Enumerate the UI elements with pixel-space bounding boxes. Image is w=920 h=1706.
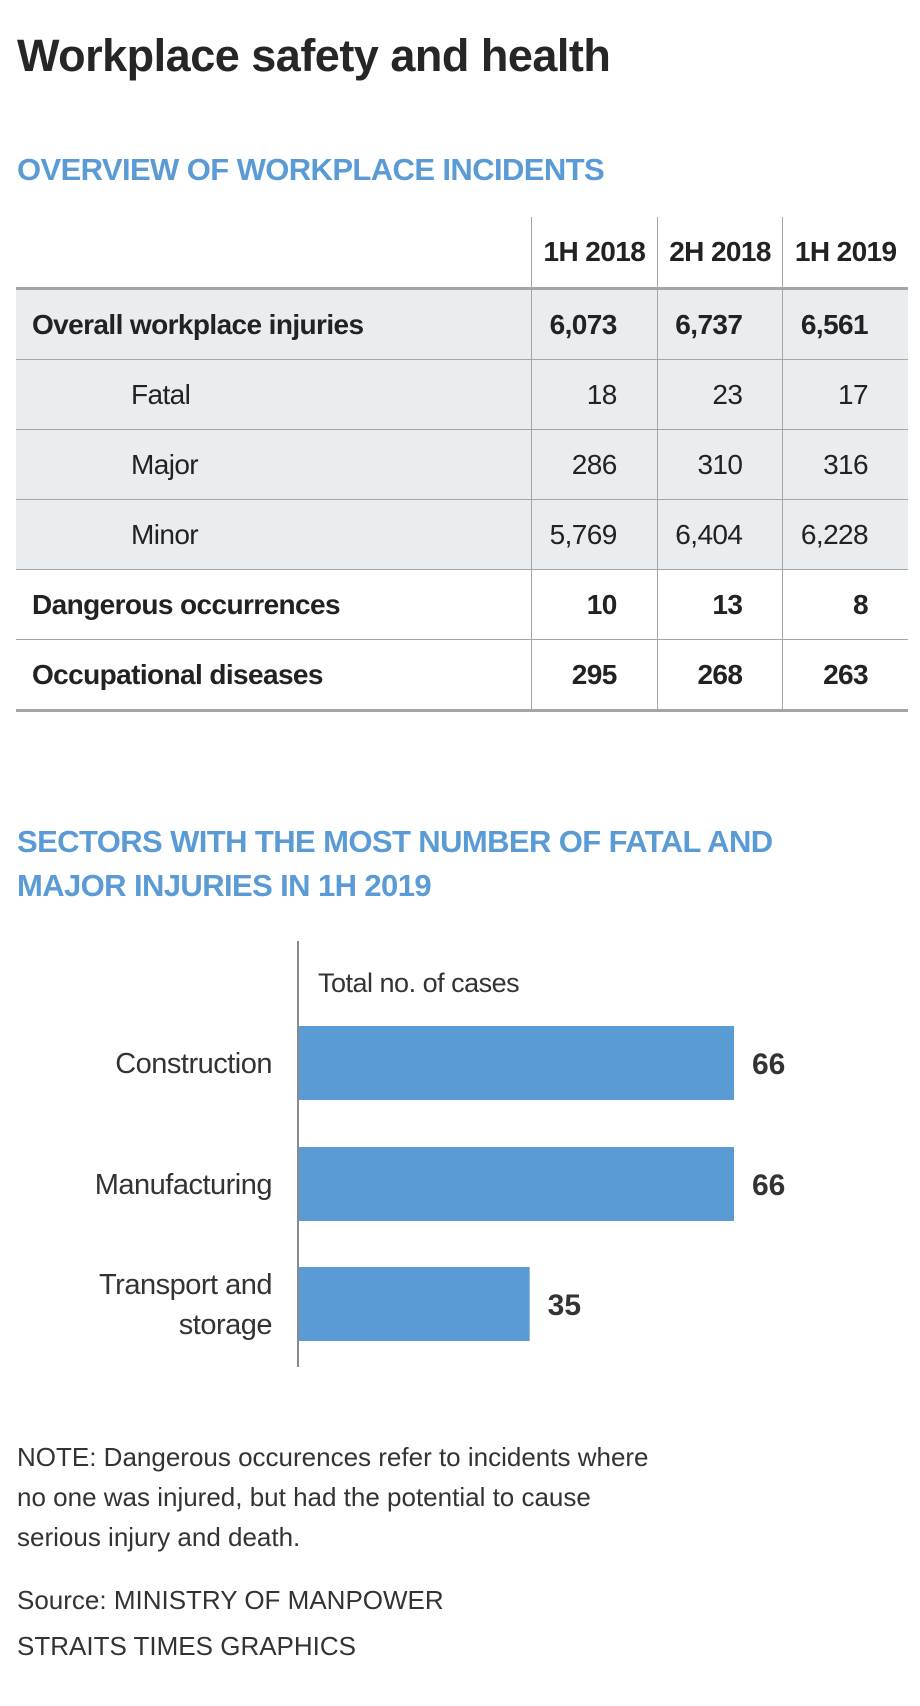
table-heading: OVERVIEW OF WORKPLACE INCIDENTS xyxy=(17,152,605,187)
data-label: 66 xyxy=(752,1169,785,1202)
table-row: Occupational diseases 295 268 263 xyxy=(16,639,908,712)
row-label: Minor xyxy=(16,499,532,570)
note-line: no one was injured, but had the potentia… xyxy=(17,1482,591,1512)
cell-value: 6,073 xyxy=(531,288,658,360)
cell-value: 23 xyxy=(656,359,783,430)
cell-value: 10 xyxy=(531,569,658,640)
column-header: 1H 2018 xyxy=(531,217,658,290)
table-row: Overall workplace injuries 6,073 6,737 6,56… xyxy=(16,288,908,360)
data-label: 35 xyxy=(548,1289,581,1322)
cell-value: 268 xyxy=(656,639,783,712)
row-label: Occupational diseases xyxy=(16,639,532,712)
column-header: 2H 2018 xyxy=(656,217,783,290)
table-row: Fatal 18 23 17 xyxy=(16,359,908,430)
axis-label: Total no. of cases xyxy=(318,968,519,998)
column-header: 1H 2019 xyxy=(782,217,908,290)
bar xyxy=(299,1267,530,1341)
note: NOTE: Dangerous occurences refer to inci… xyxy=(17,1437,649,1557)
cell-value: 316 xyxy=(782,429,908,500)
table-row: Dangerous occurrences 10 13 8 xyxy=(16,569,908,640)
cell-value: 263 xyxy=(782,639,908,712)
row-label: Fatal xyxy=(16,359,532,430)
row-label: Dangerous occurrences xyxy=(16,569,532,640)
chart-heading: SECTORS WITH THE MOST NUMBER OF FATAL AN… xyxy=(17,820,773,908)
bar xyxy=(299,1147,734,1221)
source-block: Source: MINISTRY OF MANPOWER STRAITS TIM… xyxy=(17,1580,444,1666)
source-text: Source: MINISTRY OF MANPOWER xyxy=(17,1585,444,1615)
row-label: Major xyxy=(16,429,532,500)
chart-heading-line: MAJOR INJURIES IN 1H 2019 xyxy=(17,868,432,903)
table-header-row: 1H 2018 2H 2018 1H 2019 xyxy=(16,217,908,290)
cell-value: 6,561 xyxy=(782,288,908,360)
cell-value: 8 xyxy=(782,569,908,640)
cell-value: 18 xyxy=(531,359,658,430)
cell-value: 6,228 xyxy=(782,499,908,570)
credit-text: STRAITS TIMES GRAPHICS xyxy=(17,1631,357,1661)
category-label: Transport and xyxy=(99,1269,272,1301)
category-label: storage xyxy=(179,1309,272,1341)
cell-value: 295 xyxy=(531,639,658,712)
bar xyxy=(299,1026,734,1100)
data-label: 66 xyxy=(752,1048,785,1081)
cell-value: 17 xyxy=(782,359,908,430)
chart-heading-line: SECTORS WITH THE MOST NUMBER OF FATAL AN… xyxy=(17,824,773,859)
cell-value: 6,737 xyxy=(656,288,783,360)
table-row: Major 286 310 316 xyxy=(16,429,908,500)
cell-value: 13 xyxy=(656,569,783,640)
cell-value: 6,404 xyxy=(656,499,783,570)
header-empty xyxy=(16,217,532,290)
note-line: NOTE: Dangerous occurences refer to inci… xyxy=(17,1442,649,1472)
row-label: Overall workplace injuries xyxy=(16,288,532,360)
page-title: Workplace safety and health xyxy=(17,30,611,81)
category-label: Manufacturing xyxy=(95,1169,272,1201)
cell-value: 310 xyxy=(656,429,783,500)
category-label: Construction xyxy=(115,1048,272,1080)
note-line: serious injury and death. xyxy=(17,1522,301,1552)
sector-bar-chart: Total no. of cases 66 Construction 66 Manufa… xyxy=(95,941,785,1367)
cell-value: 5,769 xyxy=(531,499,658,570)
incidents-table: 1H 2018 2H 2018 1H 2019 Overall workplac… xyxy=(16,217,908,712)
cell-value: 286 xyxy=(531,429,658,500)
table-row: Minor 5,769 6,404 6,228 xyxy=(16,499,908,570)
